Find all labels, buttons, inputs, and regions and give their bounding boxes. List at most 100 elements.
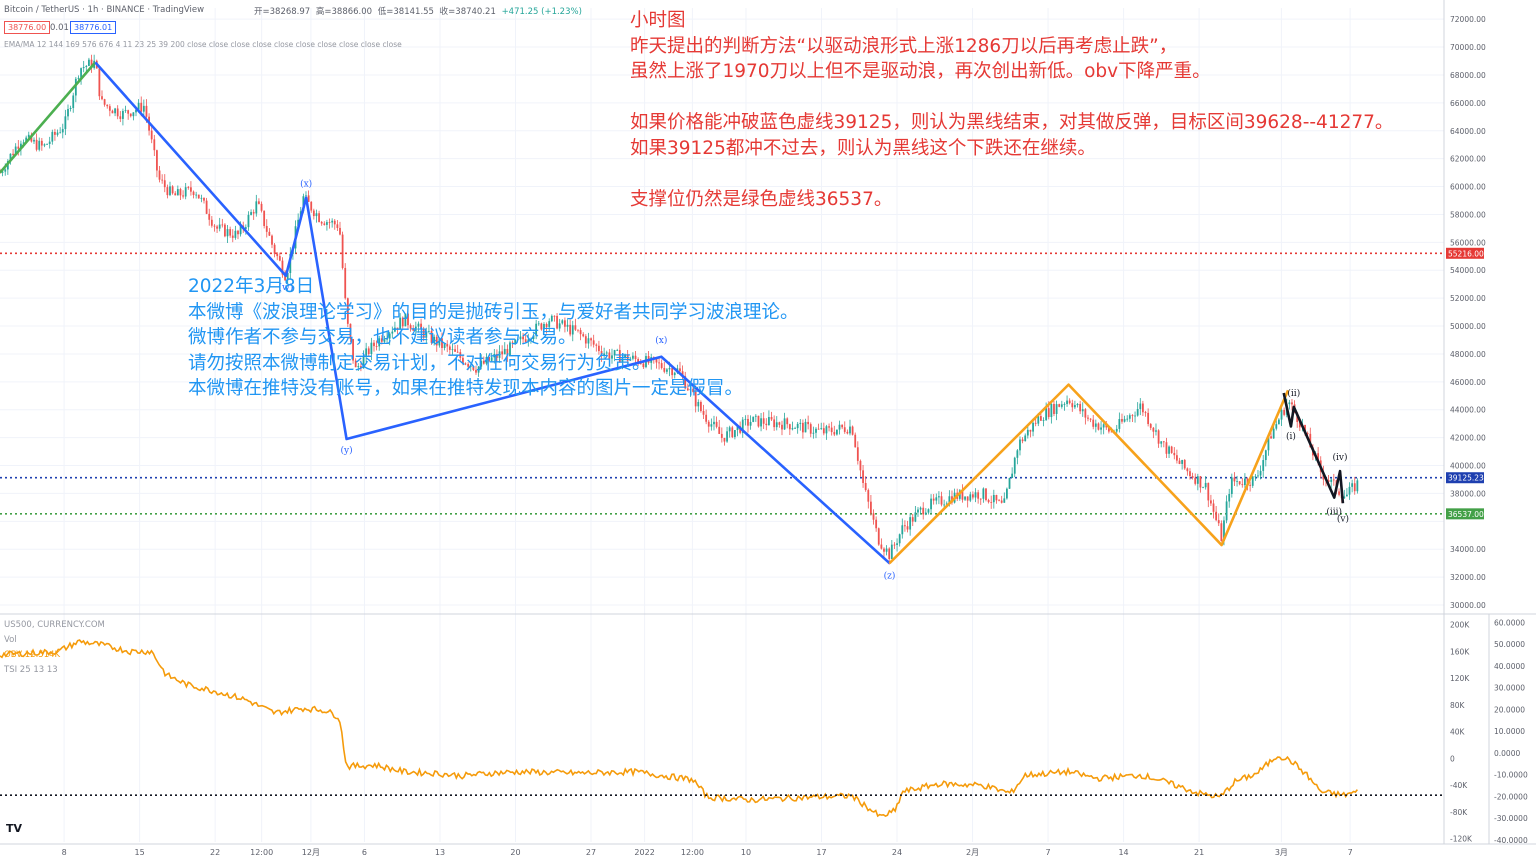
candle-body: [1074, 405, 1076, 408]
wave-label: (w): [279, 282, 294, 293]
candle-body: [592, 340, 595, 345]
candle-body: [33, 139, 35, 142]
candle-body: [1207, 482, 1210, 501]
candle-body: [566, 324, 569, 327]
candle-body: [496, 353, 498, 358]
candle-body: [263, 210, 266, 226]
candle-body: [723, 437, 726, 442]
candle-body: [768, 417, 770, 426]
candle-body: [163, 180, 166, 188]
candle-body: [893, 544, 896, 546]
candle-body: [422, 329, 425, 338]
indicator-legend[interactable]: EMA/MA 12 144 169 576 676 4 11 23 25 39 …: [4, 40, 402, 49]
candle-body: [700, 401, 702, 411]
candle-body: [637, 359, 640, 364]
candle-body: [1063, 404, 1066, 405]
candle-body: [74, 78, 77, 96]
candle-body: [346, 298, 349, 324]
candle-body: [532, 335, 535, 340]
candle-body: [1225, 501, 1228, 521]
candle-body: [1251, 476, 1254, 486]
candle-body: [258, 201, 260, 204]
sell-price[interactable]: 38776.00: [4, 21, 51, 34]
candle-body: [200, 197, 203, 199]
candle-body: [1162, 441, 1165, 443]
candle-body: [1191, 476, 1194, 478]
candle-body: [182, 195, 184, 197]
candle-body: [812, 432, 815, 434]
candle-body: [414, 326, 417, 331]
candle-body: [1238, 481, 1241, 485]
candle-body: [864, 482, 867, 491]
price-tick-label: 38000.00: [1450, 489, 1486, 498]
wave-orange: [888, 383, 1290, 565]
candle-body: [909, 517, 912, 530]
candle-body: [1212, 503, 1215, 512]
candle-body: [462, 357, 464, 364]
candle-body: [1189, 471, 1191, 477]
candle-body: [1291, 402, 1293, 405]
candle-body: [1170, 446, 1173, 453]
buy-price[interactable]: 38776.01: [70, 21, 117, 34]
candle-body: [375, 346, 378, 347]
candle-body: [1040, 416, 1042, 421]
ohlc-readout: 开=38268.97 高=38866.00 低=38141.55 收=38740…: [254, 5, 585, 17]
price-tick-label: 54000.00: [1450, 266, 1486, 275]
wave-label: (z): [884, 571, 896, 582]
candle-body: [35, 139, 38, 150]
candle-body: [1047, 408, 1050, 418]
candle-body: [1257, 475, 1259, 477]
candle-body: [1270, 436, 1272, 439]
candle-body: [1121, 419, 1123, 422]
tsi-tick-label: 60.0000: [1494, 618, 1525, 627]
candle-body: [836, 429, 838, 435]
symbol-label: Bitcoin / TetherUS · 1h · BINANCE · Trad…: [4, 5, 205, 15]
tradingview-logo[interactable]: TV: [6, 822, 23, 835]
candle-body: [336, 224, 339, 228]
candle-body: [312, 210, 315, 217]
obv-label[interactable]: OBV 12.514K: [4, 650, 61, 660]
candle-body: [872, 513, 875, 520]
price-tick-label: 44000.00: [1450, 406, 1486, 415]
candle-body: [1215, 511, 1218, 521]
candle-body: [906, 526, 909, 530]
tsi-tick-label: -40.0000: [1494, 836, 1528, 845]
candle-body: [966, 496, 969, 501]
candle-body: [25, 137, 28, 143]
price-candles: [0, 54, 1359, 565]
candle-body: [80, 68, 82, 78]
candle-body: [815, 428, 817, 433]
candle-body: [43, 144, 46, 146]
vol-label[interactable]: Vol: [4, 635, 17, 645]
candle-body: [741, 419, 744, 433]
candle-body: [333, 220, 336, 225]
candle-body: [1280, 409, 1283, 420]
candle-body: [69, 107, 72, 110]
spread-value: 0.01: [50, 23, 69, 33]
candle-body: [744, 418, 747, 420]
tsi-label[interactable]: TSI 25 13 13: [4, 665, 58, 675]
level-badge: [1446, 247, 1484, 259]
ohlc-close: 收=38740.21: [439, 7, 496, 17]
candle-body: [407, 313, 409, 326]
candle-body: [310, 201, 313, 211]
candle-body: [1144, 412, 1147, 414]
tsi-tick-label: 0.0000: [1494, 749, 1520, 758]
sub-symbol-label[interactable]: US500, CURRENCY.COM: [4, 620, 105, 630]
candle-body: [0, 172, 1, 174]
candle-body: [1115, 428, 1118, 432]
candle-body: [132, 112, 135, 117]
candle-body: [511, 342, 514, 344]
candle-body: [718, 426, 721, 434]
candle-body: [386, 338, 388, 340]
candle-body: [1034, 422, 1037, 424]
price-tick-label: 32000.00: [1450, 573, 1486, 582]
candle-body: [354, 360, 357, 368]
candle-body: [443, 344, 446, 348]
candle-body: [775, 422, 778, 428]
tsi-tick-label: -10.0000: [1494, 771, 1528, 780]
symbol-title[interactable]: Bitcoin / TetherUS · 1h · BINANCE · Trad…: [4, 5, 204, 15]
candle-body: [1233, 477, 1236, 482]
candle-body: [17, 146, 20, 149]
